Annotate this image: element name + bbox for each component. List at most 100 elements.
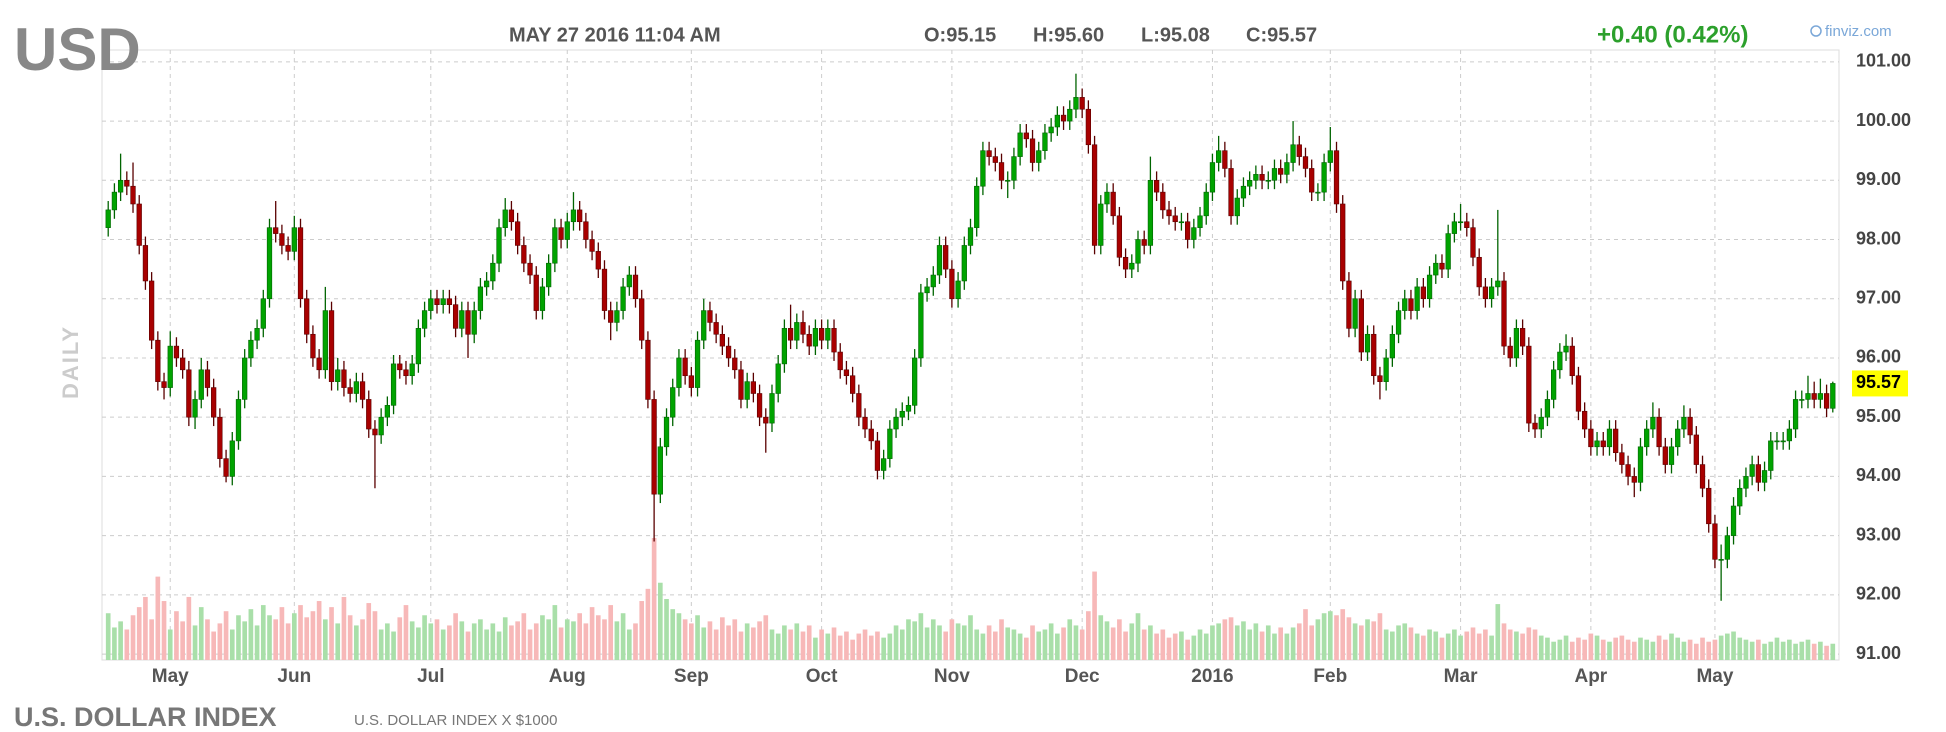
volume-bar [695,615,700,660]
candle-layer [105,73,1836,601]
volume-bar [769,629,775,660]
candle-body [254,328,260,341]
volume-bar [1749,641,1755,660]
candle-body [862,416,868,430]
candle-body [1706,487,1712,525]
volume-bar [949,619,955,660]
volume-bar [1607,641,1612,660]
candle-body [316,357,322,371]
x-tick-label: Jul [417,666,444,687]
candle-body [1060,114,1067,122]
candle-body [558,227,564,240]
volume-bar [509,625,514,660]
volume-bar [304,617,310,660]
y-tick-label: 91.00 [1856,643,1901,663]
candle-body [1792,399,1799,430]
candle-body [775,363,781,394]
candle-body [161,381,167,388]
volume-bar [1203,633,1209,660]
volume-bar [1631,641,1637,660]
volume-bar [1073,625,1079,660]
candle-body [1675,428,1681,448]
candle-body [974,185,980,228]
volume-bar [229,629,235,660]
volume-bar [335,623,341,660]
volume-bar [1421,635,1426,660]
candle-body [645,339,651,400]
candle-body [285,245,291,252]
x-tick-label: Dec [1065,666,1100,687]
volume-bar [1743,639,1749,660]
candle-body [1085,108,1091,146]
volume-bar [1396,625,1401,660]
volume-bar [291,613,297,660]
candle-body [1457,221,1464,224]
candle-body [1228,168,1234,217]
candle-body [570,209,577,223]
volume-bar [1799,641,1805,660]
candle-body [1011,156,1017,181]
volume-bar [918,613,924,660]
candle-body [322,310,328,371]
source[interactable]: finviz.com [1825,23,1892,40]
candle-body [1042,132,1048,151]
candle-body [521,245,527,264]
volume-bar [459,621,465,660]
volume-bar [1532,629,1538,660]
volume-bar [378,629,384,660]
candle-body [304,298,310,335]
candle-body [1129,262,1135,270]
candle-body [1234,197,1240,217]
volume-bar [657,582,663,660]
candle-body [1433,262,1439,276]
volume-bar [174,611,179,660]
candle-body [1724,535,1730,560]
candle-body [1426,274,1433,300]
volume-bar [1383,629,1389,660]
volume-bar [645,588,651,660]
volume-bar [1594,635,1600,660]
volume-bar [217,623,223,660]
volume-bar [1780,641,1786,660]
volume-bar [1309,625,1315,660]
candle-body [515,221,521,246]
volume-bar [490,623,496,660]
volume-bar [1390,631,1395,660]
candle-body [1557,351,1563,371]
y-tick-label: 98.00 [1856,228,1901,248]
volume-bar [1520,633,1525,660]
candle-body [167,345,173,388]
volume-bar [354,625,359,660]
volume-bar [310,611,316,660]
volume-bar [540,615,545,660]
volume-bar [1551,641,1556,660]
volume-bar [447,625,452,660]
volume-bar [422,615,427,660]
candle-body [924,286,930,294]
candle-body [868,428,874,442]
volume-bar [1042,629,1048,660]
candle-body [1656,416,1662,448]
volume-bar [1495,604,1501,660]
candle-body [1333,150,1340,205]
volume-bar [930,619,936,660]
candle-body [1402,298,1408,311]
volume-bar [937,625,942,660]
index-subtitle: U.S. DOLLAR INDEX X $1000 [354,712,557,729]
candle-body [601,268,608,311]
candle-body [918,292,924,359]
volume-bar [1148,625,1153,660]
source-icon [1810,25,1822,37]
volume-layer [105,538,1836,660]
candle-body [893,416,899,430]
volume-bar [1092,571,1097,660]
volume-bar [515,621,520,660]
x-tick-label: May [1696,666,1733,687]
candle-body [800,322,806,335]
x-tick-label: Sep [674,666,709,687]
volume-bar [1290,627,1296,660]
volume-bar [1048,623,1054,660]
candle-body [186,369,192,418]
volume-bar [1439,637,1445,660]
candle-body [1073,97,1079,110]
